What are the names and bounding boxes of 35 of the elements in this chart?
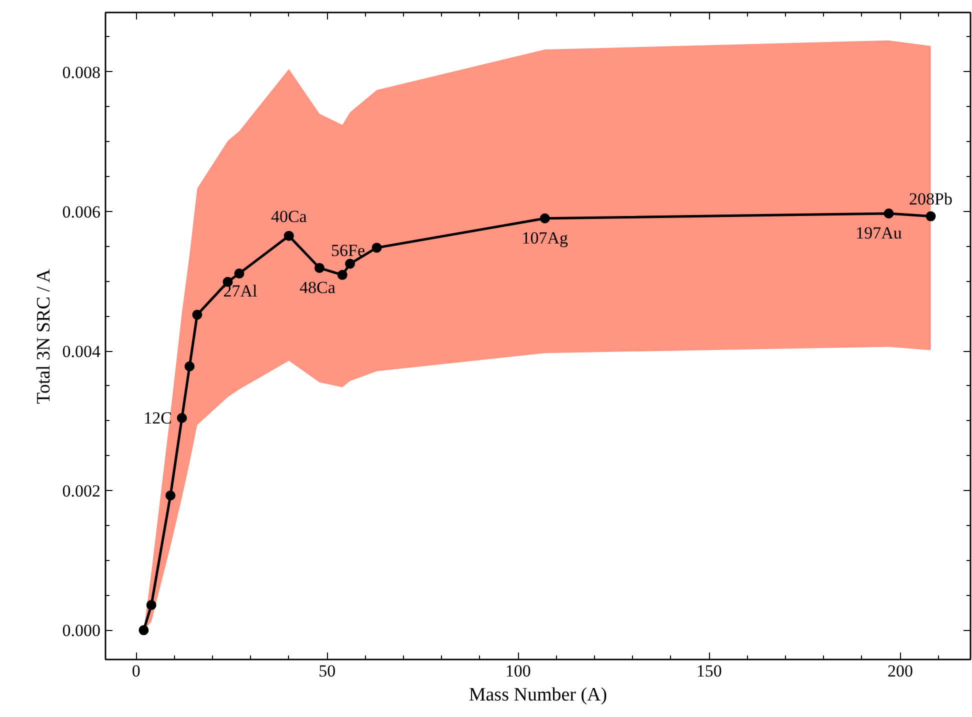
point bbox=[540, 213, 550, 224]
point bbox=[372, 242, 382, 253]
y-tick-label: 0.008 bbox=[62, 62, 100, 82]
x-tick-label: 200 bbox=[887, 662, 913, 680]
point bbox=[176, 413, 187, 423]
point bbox=[192, 310, 202, 320]
x-tick-label: 100 bbox=[505, 662, 531, 680]
annotation: 107Ag bbox=[522, 228, 569, 248]
annotation: 208Pb bbox=[909, 189, 953, 208]
annotation: 27Al bbox=[223, 282, 258, 301]
annotation: 12C bbox=[144, 408, 172, 428]
y-axis-title: Total 3N SRC / A bbox=[33, 268, 54, 404]
annotation: 40Ca bbox=[270, 206, 308, 226]
point bbox=[165, 490, 176, 500]
y-tick-label: 0.002 bbox=[62, 482, 100, 501]
x-tick-label: 150 bbox=[696, 662, 722, 680]
y-tick-label: 0.006 bbox=[62, 202, 100, 222]
point bbox=[184, 361, 195, 372]
y-tick-label: 0.000 bbox=[62, 621, 100, 640]
annotation: 197Au bbox=[856, 224, 902, 243]
x-tick-label: 0 bbox=[132, 662, 140, 680]
point bbox=[138, 625, 149, 636]
point bbox=[345, 258, 356, 269]
point bbox=[234, 268, 244, 279]
y-tick-label: 0.004 bbox=[62, 342, 101, 362]
x-axis-title: Mass Number (A) bbox=[468, 684, 608, 706]
annotation: 56Fe bbox=[331, 240, 366, 260]
point bbox=[314, 262, 324, 273]
annotation: 48Ca bbox=[300, 278, 336, 297]
point bbox=[884, 208, 894, 218]
point bbox=[284, 230, 294, 241]
point bbox=[926, 211, 936, 222]
x-tick-label: 50 bbox=[318, 662, 336, 680]
point bbox=[146, 600, 156, 610]
point bbox=[337, 270, 348, 280]
